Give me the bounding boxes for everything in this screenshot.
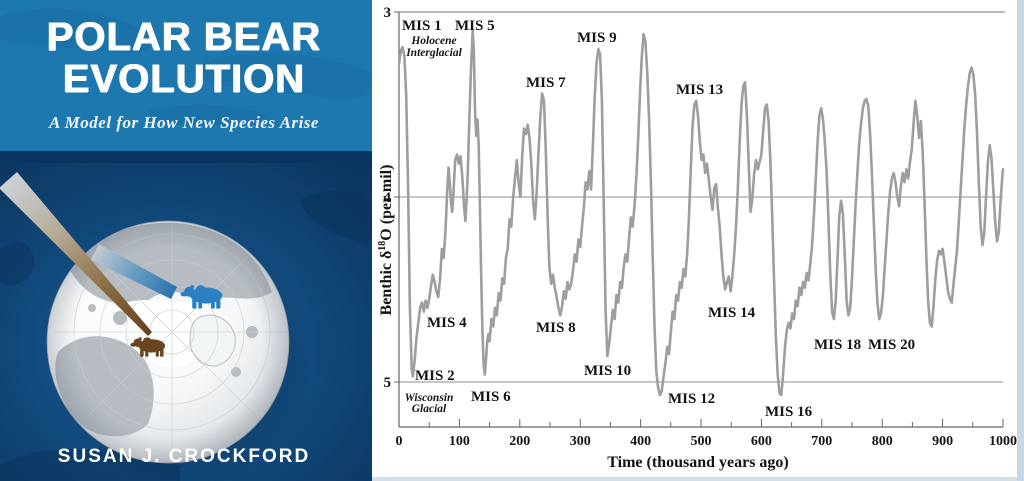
cover-artwork: [0, 0, 372, 481]
book-cover: POLAR BEAR EVOLUTION A Model for How New…: [0, 0, 372, 481]
title-block: POLAR BEAR EVOLUTION A Model for How New…: [0, 16, 368, 133]
cover-band-divider: [0, 151, 372, 165]
x-tick-label-1000: 1000: [989, 434, 1017, 449]
stage-label-mis-2: MIS 2: [415, 368, 455, 384]
stage-label-mis-12: MIS 12: [668, 391, 715, 407]
x-tick-label-800: 800: [872, 434, 893, 449]
book-author: SUSAN J. CROCKFORD: [57, 446, 311, 467]
cover-map-pattern-top: [0, 8, 372, 126]
stage-label-mis-6: MIS 6: [471, 389, 511, 405]
x-tick-label-400: 400: [630, 434, 651, 449]
stage-label-mis-9: MIS 9: [577, 30, 617, 46]
x-tick-label-100: 100: [449, 434, 470, 449]
x-tick-label-600: 600: [751, 434, 772, 449]
y-tick-label-5: 5: [384, 375, 392, 391]
stage-label-mis-7: MIS 7: [526, 75, 566, 91]
book-title-line2: EVOLUTION: [62, 57, 306, 101]
note-0-line1: Holocene: [410, 35, 456, 47]
x-tick-label-0: 0: [396, 434, 403, 449]
x-tick-label-200: 200: [509, 434, 530, 449]
stage-label-mis-8: MIS 8: [536, 320, 576, 336]
note-0-line2: Interglacial: [405, 47, 462, 59]
x-tick-label-500: 500: [691, 434, 712, 449]
benthic-d18o-chart: 0 100 200 300 400 500 600 700 800 900 1000 3 4 5 Time …: [377, 5, 1017, 471]
x-tick-label-300: 300: [570, 434, 591, 449]
x-tick-label-700: 700: [811, 434, 832, 449]
page-edge-right: [1017, 0, 1024, 481]
arrow-to-brown-bear: [0, 172, 152, 336]
book-title-line1: POLAR BEAR: [46, 15, 322, 59]
note-1-line1: Wisconsin: [405, 392, 454, 404]
stage-label-mis-14: MIS 14: [708, 305, 756, 321]
x-tick-label-900: 900: [932, 434, 953, 449]
page-edge-bottom: [372, 477, 1017, 481]
stage-label-mis-20: MIS 20: [868, 337, 915, 353]
x-axis-title: Time (thousand years ago): [607, 454, 789, 471]
chart-panel: 0 100 200 300 400 500 600 700 800 900 1000 3 4 5 Time …: [372, 0, 1024, 481]
y-axis-title: Benthic δ18O (per mil): [377, 165, 395, 316]
book-subtitle: A Model for How New Species Arise: [49, 113, 319, 132]
stage-label-mis-4: MIS 4: [427, 315, 467, 331]
stage-label-mis-1: MIS 1: [402, 18, 442, 34]
cover-top-band: [0, 0, 372, 151]
stage-label-mis-13: MIS 13: [676, 82, 723, 98]
stage-label-mis-18: MIS 18: [814, 337, 861, 353]
note-1-line2: Glacial: [412, 403, 447, 415]
stage-label-mis-5: MIS 5: [455, 18, 495, 34]
arrow-to-polar-bear: [91, 244, 177, 299]
stage-label-mis-16: MIS 16: [765, 404, 813, 420]
y-tick-label-4: 4: [384, 190, 392, 206]
stage-label-mis-10: MIS 10: [584, 363, 631, 379]
benthic-d18o-curve: [399, 29, 1005, 397]
y-tick-label-3: 3: [384, 5, 392, 21]
